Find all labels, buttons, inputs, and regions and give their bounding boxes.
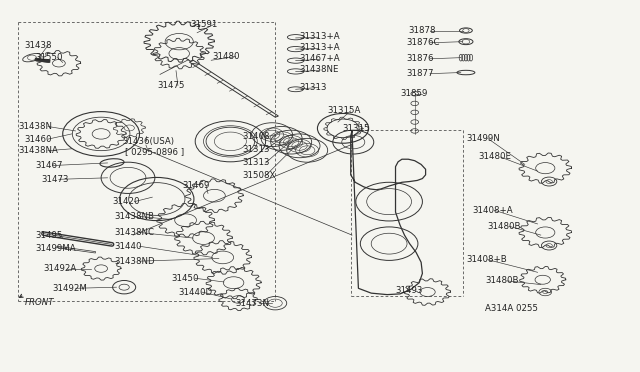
Text: [ 0295-0896 ]: [ 0295-0896 ]: [125, 147, 184, 156]
Polygon shape: [37, 51, 81, 76]
Text: 31313: 31313: [300, 83, 327, 92]
Polygon shape: [219, 288, 257, 311]
Text: 31480: 31480: [212, 52, 240, 61]
Text: 31315A: 31315A: [328, 106, 361, 115]
Polygon shape: [519, 217, 572, 248]
Text: 31469: 31469: [182, 182, 210, 190]
Polygon shape: [519, 153, 572, 183]
Polygon shape: [324, 117, 362, 140]
Text: 31480B: 31480B: [485, 276, 518, 285]
Text: 31877: 31877: [406, 69, 434, 78]
Text: 31492A: 31492A: [44, 264, 77, 273]
Text: 31450: 31450: [172, 274, 199, 283]
Text: 31499N: 31499N: [466, 134, 500, 143]
Text: 31591: 31591: [191, 20, 218, 29]
Text: 31876C: 31876C: [406, 38, 440, 47]
Polygon shape: [157, 203, 214, 237]
Polygon shape: [153, 38, 205, 69]
Text: 31467+A: 31467+A: [300, 54, 340, 63]
Text: 31408+A: 31408+A: [472, 206, 513, 215]
Text: 31480E: 31480E: [479, 153, 512, 161]
Text: 31438NC: 31438NC: [114, 228, 154, 237]
Text: 31859: 31859: [400, 89, 428, 98]
Text: A314A 0255: A314A 0255: [485, 304, 538, 312]
Polygon shape: [186, 179, 243, 212]
Text: 31473N: 31473N: [236, 299, 269, 308]
Text: 31438NE: 31438NE: [300, 65, 339, 74]
Text: 31492M: 31492M: [52, 284, 87, 293]
Text: 31438ND: 31438ND: [114, 257, 154, 266]
Text: 31315: 31315: [342, 124, 370, 133]
Text: 31438NA: 31438NA: [18, 146, 58, 155]
Text: 31467: 31467: [35, 161, 63, 170]
Text: 31473: 31473: [42, 175, 69, 184]
Polygon shape: [144, 21, 214, 62]
Text: 31438: 31438: [24, 41, 52, 50]
Polygon shape: [206, 267, 261, 299]
Text: 31408+B: 31408+B: [466, 255, 507, 264]
Text: 31313: 31313: [242, 158, 269, 167]
Text: 31440: 31440: [114, 242, 141, 251]
Text: 31440D: 31440D: [178, 288, 212, 296]
Polygon shape: [113, 119, 145, 137]
Text: 31495: 31495: [35, 231, 63, 240]
Polygon shape: [189, 60, 278, 117]
Text: 31876: 31876: [406, 54, 434, 63]
Text: FRONT: FRONT: [24, 298, 54, 307]
Text: 31499MA: 31499MA: [35, 244, 76, 253]
Text: 31480B: 31480B: [488, 222, 521, 231]
Text: 31493: 31493: [396, 286, 423, 295]
Polygon shape: [520, 266, 566, 293]
Text: 31475: 31475: [157, 81, 185, 90]
Text: 31408: 31408: [242, 132, 269, 141]
Polygon shape: [194, 241, 252, 274]
Text: 31438NB: 31438NB: [114, 212, 154, 221]
Text: 31420: 31420: [112, 197, 140, 206]
Text: 31550: 31550: [35, 53, 63, 62]
Text: 31438N: 31438N: [18, 122, 52, 131]
Polygon shape: [404, 279, 451, 305]
Text: 31313: 31313: [242, 145, 269, 154]
Text: 31313+A: 31313+A: [300, 32, 340, 41]
Polygon shape: [175, 221, 232, 255]
Text: 31878: 31878: [408, 26, 436, 35]
Text: 31436(USA): 31436(USA): [123, 137, 175, 146]
Text: 31460: 31460: [24, 135, 52, 144]
Polygon shape: [81, 257, 121, 280]
Text: 31508X: 31508X: [242, 171, 275, 180]
Polygon shape: [76, 119, 126, 148]
Text: 31313+A: 31313+A: [300, 43, 340, 52]
